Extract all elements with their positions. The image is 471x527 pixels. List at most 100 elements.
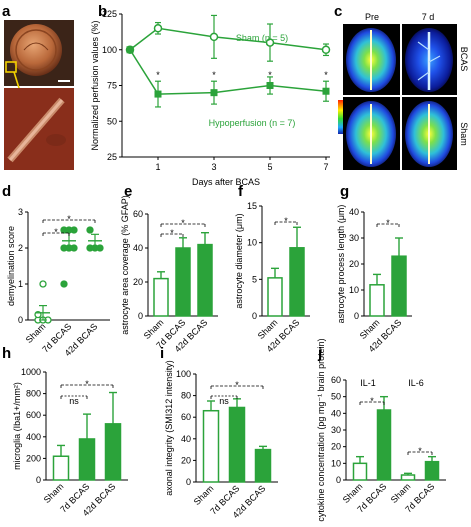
significance-star: *	[386, 218, 390, 228]
x-tick-label: 3	[211, 162, 216, 172]
perfusion-image-sham-7d	[402, 97, 457, 170]
y-tick-label: 100	[176, 369, 191, 379]
x-tick-label: 5	[267, 162, 272, 172]
y-axis-title: axonal integrity (SMI312 intensity)	[164, 360, 174, 496]
bar	[352, 462, 368, 481]
y-axis-title: cytokine concentration (pg mg⁻¹ brain pr…	[316, 338, 326, 521]
panel-letter-j: j	[317, 345, 322, 362]
sham-data-point	[209, 32, 219, 42]
bar	[424, 460, 440, 481]
panel-letter-h: h	[2, 345, 11, 362]
bar	[78, 438, 96, 481]
y-tick-label: 60	[331, 375, 341, 385]
y-tick-label: 75	[107, 81, 117, 91]
sham-series-label: Sham (n = 5)	[236, 33, 288, 43]
panel-letter-c: c	[334, 3, 342, 20]
significance-star: *	[212, 70, 216, 80]
y-tick-label: 20	[349, 259, 359, 269]
significance-star: *	[235, 380, 239, 390]
bar	[376, 409, 392, 481]
x-tick-label: 7	[323, 162, 328, 172]
bar	[267, 277, 283, 317]
y-tick-label: 0	[18, 315, 23, 325]
panel-letter-a: a	[2, 3, 11, 20]
significance-star: *	[170, 228, 174, 238]
bar	[400, 474, 416, 481]
y-tick-label: 0	[186, 477, 191, 487]
panel-letter-f: f	[238, 183, 244, 200]
bar	[228, 406, 246, 483]
perfusion-image-sham-pre	[343, 97, 400, 170]
row-label-bcas: BCAS	[459, 47, 469, 72]
y-tick-label: 1000	[21, 367, 41, 377]
x-category-label: Sham	[24, 321, 48, 345]
bar	[153, 277, 169, 317]
y-axis-title: astrocyte area coverage (% GFAP)	[120, 195, 130, 335]
panel-j-bar-chart: 0 10 20 30 40 50 60 cytokine concentration (pg …	[316, 338, 446, 522]
y-tick-label: 0	[36, 475, 41, 485]
panel-letter-b: b	[98, 3, 107, 20]
bar	[52, 455, 70, 481]
y-tick-label: 100	[102, 45, 117, 55]
x-tick-label: 1	[155, 162, 160, 172]
col-label-pre: Pre	[365, 12, 379, 22]
y-tick-label: 40	[133, 243, 143, 253]
y-tick-label: 0	[336, 475, 341, 485]
hypoperfusion-data-point	[210, 89, 218, 97]
y-tick-label: 200	[26, 453, 41, 463]
bar	[104, 423, 122, 481]
significance-star: *	[268, 70, 272, 80]
perfusion-image-bcas-7d	[402, 24, 457, 95]
y-tick-label: 20	[181, 455, 191, 465]
y-tick-label: 15	[247, 201, 257, 211]
y-tick-label: 20	[133, 277, 143, 287]
y-tick-label: 5	[252, 274, 257, 284]
y-axis-title: astrocyte diameter (μm)	[234, 213, 244, 308]
col-label-7d: 7 d	[422, 12, 435, 22]
not-significant-label: ns	[69, 396, 79, 406]
panel-b-line-chart: b 25 50 75 100 125 1 3 5 7 Days after BCAS Normali…	[90, 3, 331, 187]
significance-star: *	[284, 216, 288, 226]
not-significant-label: ns	[219, 396, 229, 406]
data-point	[39, 280, 47, 288]
y-tick-label: 60	[181, 412, 191, 422]
significance-star: *	[418, 446, 422, 456]
y-tick-label: 10	[349, 285, 359, 295]
hypoperfusion-data-point	[322, 87, 330, 95]
y-tick-label: 40	[331, 408, 341, 418]
perfusion-image-bcas-pre	[343, 24, 400, 95]
y-axis-title: astrocyte process length (μm)	[336, 205, 346, 324]
y-axis-title: microglia (Iba1+/mm²)	[12, 382, 22, 470]
panel-letter-g: g	[340, 183, 349, 200]
significance-star: *	[370, 396, 374, 406]
y-tick-label: 50	[107, 116, 117, 126]
y-tick-label: 10	[331, 458, 341, 468]
significance-star: *	[324, 70, 328, 80]
y-tick-label: 800	[26, 389, 41, 399]
artery-photo	[4, 88, 74, 170]
significance-star: *	[181, 218, 185, 228]
panel-h-bar-chart: 0 200 400 600 800 1000 microglia (Iba1+/mm²) Sh…	[12, 367, 128, 518]
y-axis-title: Normalized perfusion values (%)	[90, 20, 100, 150]
hypoperfusion-data-point	[126, 46, 134, 54]
y-tick-label: 50	[331, 392, 341, 402]
data-point	[96, 244, 104, 252]
data-point	[60, 280, 68, 288]
hypoperfusion-data-point	[154, 90, 162, 98]
y-tick-label: 0	[252, 311, 257, 321]
significance-star: *	[54, 227, 58, 237]
panel-a: a	[2, 3, 74, 170]
hypoperfusion-data-point	[266, 82, 274, 89]
panel-letter-e: e	[124, 183, 132, 200]
sham-data-point	[153, 24, 163, 33]
y-tick-label: 1	[18, 279, 23, 289]
significance-star: *	[156, 70, 160, 80]
panel-letter-d: d	[2, 183, 11, 200]
significance-star: *	[67, 214, 71, 224]
